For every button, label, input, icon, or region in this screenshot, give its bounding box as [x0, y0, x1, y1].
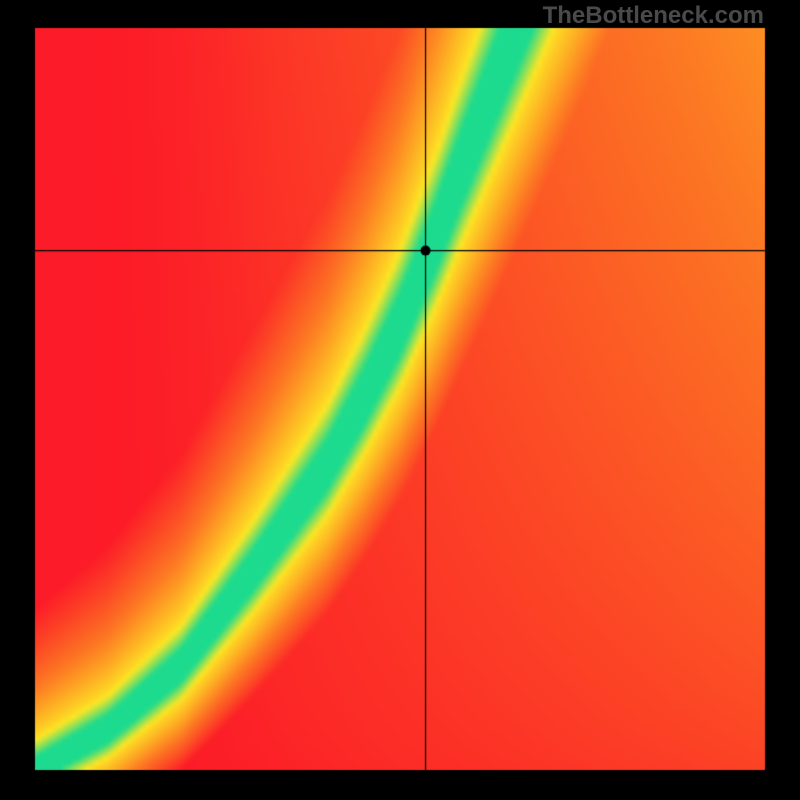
crosshair-overlay: [0, 0, 800, 800]
watermark-text: TheBottleneck.com: [543, 2, 764, 30]
chart-container: TheBottleneck.com: [0, 0, 800, 800]
